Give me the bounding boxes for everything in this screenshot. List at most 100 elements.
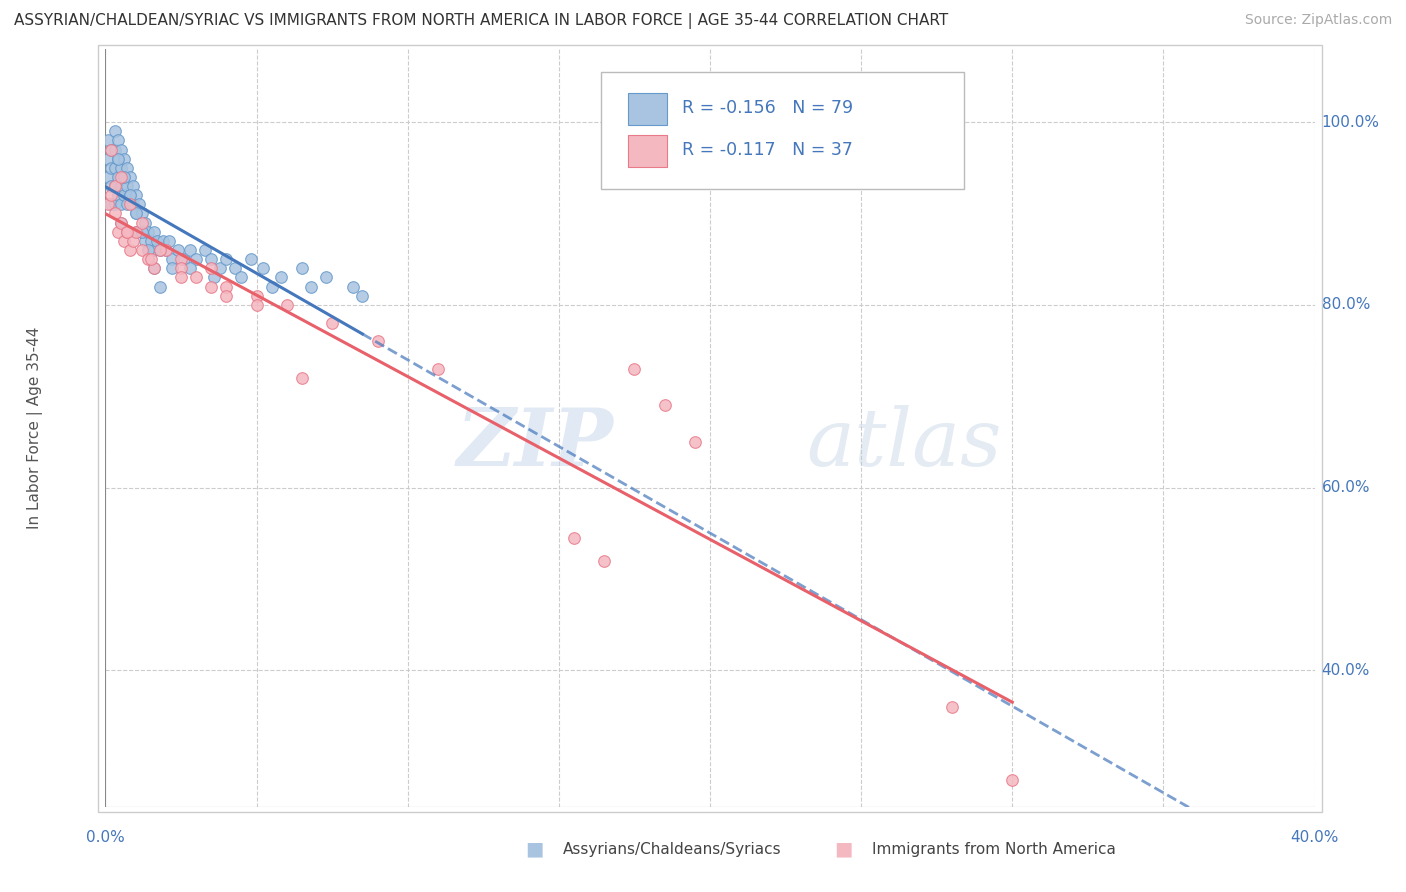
Point (115, 161, 138, 175)
Point (209, 261, 232, 276)
Text: Assyrians/Chaldeans/Syriacs: Assyrians/Chaldeans/Syriacs (562, 842, 780, 856)
Point (142, 243, 165, 257)
Point (170, 270, 193, 285)
Point (107, 152, 129, 166)
Point (291, 261, 314, 276)
Point (103, 197, 125, 211)
Point (260, 279, 283, 293)
Point (142, 261, 165, 276)
Point (170, 252, 193, 267)
Point (160, 261, 183, 276)
Point (97, 197, 120, 211)
Text: 40.0%: 40.0% (1322, 663, 1369, 678)
Point (112, 188, 135, 202)
Point (139, 234, 162, 248)
Point (252, 261, 274, 276)
Point (100, 197, 122, 211)
Point (139, 252, 162, 267)
Point (291, 371, 314, 385)
Point (276, 298, 298, 312)
Point (149, 279, 172, 293)
Point (202, 270, 225, 285)
Point (124, 188, 148, 202)
Point (128, 197, 150, 211)
Point (167, 243, 190, 257)
Point (131, 216, 153, 230)
Point (103, 124, 125, 138)
Point (149, 243, 172, 257)
Point (124, 225, 148, 239)
Point (124, 206, 148, 220)
Point (118, 188, 141, 202)
Point (118, 188, 141, 202)
Point (118, 243, 141, 257)
Text: Source: ZipAtlas.com: Source: ZipAtlas.com (1244, 13, 1392, 28)
Point (173, 252, 195, 267)
Point (107, 225, 129, 239)
Text: R = -0.117   N = 37: R = -0.117 N = 37 (682, 141, 853, 159)
Point (136, 252, 159, 267)
Point (112, 169, 135, 184)
Point (121, 179, 143, 194)
Point (215, 289, 238, 303)
Point (103, 179, 125, 194)
Point (110, 216, 132, 230)
Point (200, 252, 222, 267)
Point (1001, 772, 1024, 787)
Text: 40.0%: 40.0% (1291, 830, 1339, 845)
Point (200, 279, 222, 293)
Point (115, 179, 138, 194)
Point (103, 179, 125, 194)
Point (110, 179, 132, 194)
FancyBboxPatch shape (628, 93, 666, 125)
Point (142, 261, 165, 276)
Point (136, 225, 159, 239)
Point (97, 152, 120, 166)
Point (321, 316, 343, 330)
Point (100, 143, 122, 157)
Point (131, 206, 153, 220)
Point (366, 334, 388, 349)
Point (136, 243, 159, 257)
Point (103, 143, 125, 157)
Point (118, 197, 141, 211)
Point (134, 216, 156, 230)
Point (100, 161, 122, 175)
Point (110, 216, 132, 230)
Point (315, 270, 337, 285)
Text: 100.0%: 100.0% (1322, 115, 1379, 129)
Text: Immigrants from North America: Immigrants from North America (872, 842, 1115, 856)
Point (121, 234, 143, 248)
Point (134, 234, 156, 248)
FancyBboxPatch shape (628, 135, 666, 167)
Point (157, 234, 180, 248)
Point (155, 243, 177, 257)
Text: ■: ■ (524, 839, 544, 859)
Point (110, 161, 132, 175)
Point (110, 143, 132, 157)
Point (115, 225, 138, 239)
Text: R = -0.156   N = 79: R = -0.156 N = 79 (682, 99, 853, 117)
Point (97, 169, 120, 184)
Point (194, 243, 217, 257)
Point (112, 169, 135, 184)
Point (97, 133, 120, 147)
Point (160, 252, 183, 267)
Point (239, 252, 262, 267)
Point (100, 188, 122, 202)
Text: 80.0%: 80.0% (1322, 297, 1369, 312)
Point (427, 361, 450, 376)
Point (562, 531, 585, 545)
Text: In Labor Force | Age 35-44: In Labor Force | Age 35-44 (27, 327, 44, 529)
Point (623, 361, 645, 376)
Point (683, 434, 706, 449)
Point (110, 197, 132, 211)
Point (115, 197, 138, 211)
Point (131, 225, 153, 239)
Point (179, 261, 201, 276)
Point (215, 252, 238, 267)
Point (103, 161, 125, 175)
Point (200, 261, 222, 276)
Point (107, 133, 129, 147)
Point (112, 234, 135, 248)
